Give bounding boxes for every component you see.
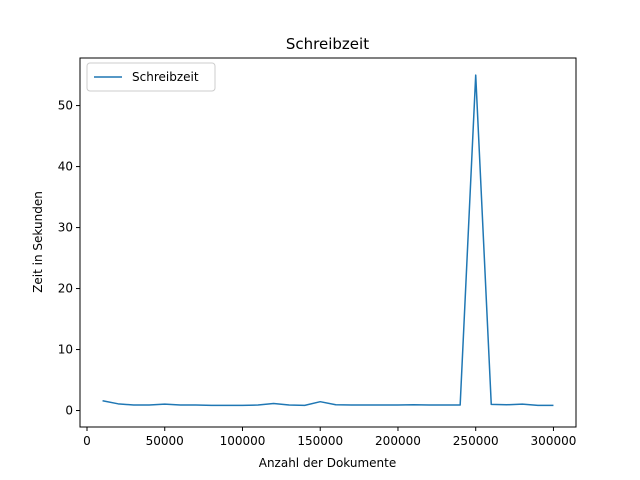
x-tick-label: 200000 <box>375 434 421 448</box>
x-axis: 0 50000 100000 150000 200000 250000 300000 <box>83 427 576 448</box>
x-tick-label: 250000 <box>453 434 499 448</box>
x-tick-label: 150000 <box>297 434 343 448</box>
x-tick-label: 0 <box>83 434 91 448</box>
legend: Schreibzeit <box>86 62 216 92</box>
x-axis-label: Anzahl der Dokumente <box>259 456 397 470</box>
series-line-0 <box>102 74 554 407</box>
x-tick-label: 300000 <box>531 434 577 448</box>
y-tick-label: 0 <box>65 404 73 418</box>
y-axis-label: Zeit in Sekunden <box>31 191 45 293</box>
axes-frame <box>79 57 577 428</box>
legend-label: Schreibzeit <box>132 70 199 84</box>
y-tick-label: 40 <box>58 160 73 174</box>
x-tick-label: 50000 <box>146 434 184 448</box>
y-axis: 0 10 20 30 40 50 <box>58 99 80 418</box>
x-tick-label: 100000 <box>220 434 266 448</box>
plot-background <box>80 58 576 427</box>
plot-area <box>79 57 577 428</box>
y-tick-label: 30 <box>58 221 73 235</box>
y-tick-label: 10 <box>58 343 73 357</box>
legend-box <box>86 62 216 92</box>
y-tick-label: 50 <box>58 99 73 113</box>
y-tick-label: 20 <box>58 282 73 296</box>
chart-title: Schreibzeit <box>286 35 369 53</box>
